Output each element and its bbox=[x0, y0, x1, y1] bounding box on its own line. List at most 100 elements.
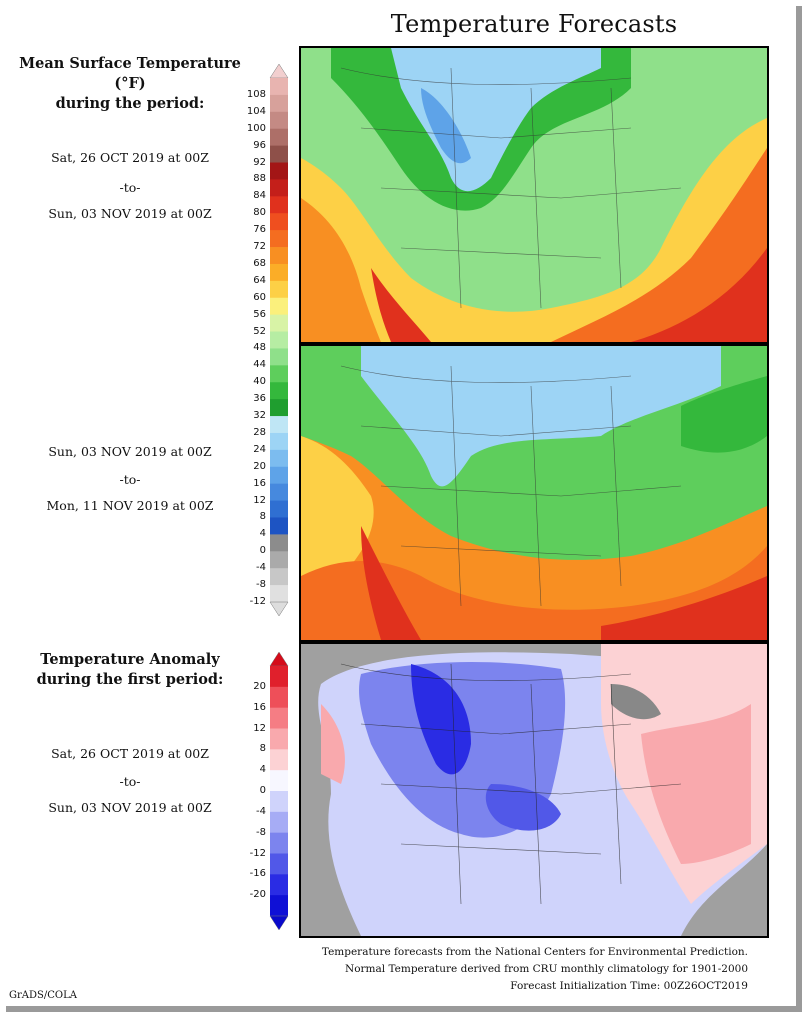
colorbar-tick-label: -12 bbox=[249, 847, 266, 859]
colorbar-swatch bbox=[270, 791, 288, 813]
colorbar-swatch bbox=[270, 145, 288, 163]
colorbar-swatch bbox=[270, 297, 288, 316]
colorbar-swatch bbox=[270, 811, 288, 834]
colorbar-tick-label: 8 bbox=[259, 743, 266, 755]
colorbar-swatch bbox=[270, 483, 288, 501]
colorbar-swatch bbox=[270, 162, 288, 180]
anomaly-heading-line2: during the first period: bbox=[36, 671, 224, 688]
colorbar-swatch bbox=[270, 365, 288, 383]
colorbar-tick-label: 16 bbox=[253, 701, 266, 713]
colorbar-swatch bbox=[270, 399, 288, 417]
colorbar-swatch bbox=[270, 432, 288, 451]
colorbar-swatch bbox=[270, 179, 288, 197]
anomaly-heading: Temperature Anomaly during the first per… bbox=[14, 650, 246, 690]
colorbar-swatch bbox=[270, 874, 288, 896]
colorbar-swatch bbox=[270, 585, 288, 603]
period2-start: Sun, 03 NOV 2019 at 00Z bbox=[48, 444, 212, 459]
colorbar-swatch bbox=[270, 534, 288, 552]
colorbar-top-arrow bbox=[269, 64, 289, 79]
colorbar-tick-label: 12 bbox=[253, 494, 266, 506]
period1-end: Sun, 03 NOV 2019 at 00Z bbox=[48, 206, 212, 221]
colorbar-swatch bbox=[270, 749, 288, 771]
colorbar-top-arrow bbox=[269, 652, 289, 667]
colorbar-tick-label: -4 bbox=[256, 805, 266, 817]
colorbar-swatch bbox=[270, 686, 288, 709]
colorbar-swatch bbox=[270, 666, 288, 688]
colorbar-tick-label: 76 bbox=[253, 224, 266, 236]
colorbar-tick-label: 8 bbox=[259, 511, 266, 523]
colorbar-swatch bbox=[270, 551, 288, 569]
anomaly-sep: -to- bbox=[119, 774, 141, 789]
colorbar-swatch bbox=[270, 213, 288, 231]
map-anomaly bbox=[299, 642, 769, 938]
colorbar-swatch bbox=[270, 449, 288, 468]
colorbar-bottom-arrow bbox=[269, 915, 289, 930]
colorbar-tick-label: 60 bbox=[253, 291, 266, 303]
colorbar-swatch bbox=[270, 500, 288, 518]
colorbar-swatch bbox=[270, 770, 288, 792]
colorbar-swatch bbox=[270, 707, 288, 729]
credit-label: GrADS/COLA bbox=[9, 990, 77, 1001]
colorbar-swatch bbox=[270, 348, 288, 366]
colorbar-tick-label: 100 bbox=[246, 122, 266, 134]
colorbar-bottom-arrow bbox=[269, 601, 289, 616]
colorbar-swatch bbox=[270, 94, 288, 113]
colorbar-swatch bbox=[270, 382, 288, 400]
colorbar-tick-label: 0 bbox=[259, 545, 266, 557]
colorbar-tick-label: 12 bbox=[253, 722, 266, 734]
footer-line2: Normal Temperature derived from CRU mont… bbox=[345, 963, 748, 975]
period1-start: Sat, 26 OCT 2019 at 00Z bbox=[51, 150, 209, 165]
colorbar-swatch bbox=[270, 331, 288, 349]
colorbar-tick-label: 96 bbox=[253, 139, 266, 151]
footer-line1: Temperature forecasts from the National … bbox=[321, 946, 748, 958]
page-title: Temperature Forecasts bbox=[390, 10, 678, 38]
colorbar-tick-label: 92 bbox=[253, 156, 266, 168]
colorbar-tick-label: 108 bbox=[246, 88, 266, 100]
colorbar-swatch bbox=[270, 517, 288, 535]
colorbar-swatch bbox=[270, 111, 288, 130]
colorbar-tick-label: 28 bbox=[253, 426, 266, 438]
colorbar-tick-label: 20 bbox=[253, 460, 266, 472]
footer-line3: Forecast Initialization Time: 00Z26OCT20… bbox=[510, 980, 748, 992]
colorbar-swatch bbox=[270, 280, 288, 299]
anomaly-colorbar: 20 16 12 8 4 0 -4 -8 -12 -16 -20 bbox=[240, 652, 300, 930]
colorbar-swatch bbox=[270, 853, 288, 875]
colorbar-tick-label: 4 bbox=[259, 764, 266, 776]
colorbar-tick-label: -8 bbox=[256, 579, 266, 591]
colorbar-swatch bbox=[270, 196, 288, 214]
colorbar-tick-label: 4 bbox=[259, 528, 266, 540]
colorbar-tick-label: 64 bbox=[253, 274, 266, 286]
colorbar-swatch bbox=[270, 263, 288, 282]
colorbar-swatch bbox=[270, 230, 288, 248]
colorbar-tick-label: 56 bbox=[253, 308, 266, 320]
colorbar-swatch bbox=[270, 895, 288, 917]
colorbar-tick-label: -8 bbox=[256, 826, 266, 838]
map-period2-mean-temp bbox=[299, 344, 769, 642]
colorbar-tick-label: 40 bbox=[253, 376, 266, 388]
colorbar-swatch bbox=[270, 416, 288, 434]
colorbar-tick-label: 32 bbox=[253, 410, 266, 422]
period1-sep: -to- bbox=[119, 180, 141, 195]
colorbar-tick-label: -4 bbox=[256, 562, 266, 574]
colorbar-swatch bbox=[270, 314, 288, 332]
colorbar-tick-label: -12 bbox=[249, 596, 266, 607]
colorbar-swatch bbox=[270, 247, 288, 265]
colorbar-tick-label: 0 bbox=[259, 785, 266, 796]
colorbar-tick-label: 44 bbox=[253, 359, 266, 371]
map-period1-mean-temp bbox=[299, 46, 769, 344]
footer-notes: Temperature forecasts from the National … bbox=[228, 944, 748, 995]
colorbar-swatch bbox=[270, 832, 288, 854]
colorbar-tick-label: 48 bbox=[253, 342, 266, 354]
mean-temp-colorbar: 108 104 100 96 92 88 84 80 76 72 68 64 60 56 52 48 44 40 3… bbox=[240, 64, 300, 616]
colorbar-swatch bbox=[270, 568, 288, 586]
colorbar-swatch bbox=[270, 466, 288, 485]
colorbar-swatch bbox=[270, 728, 288, 750]
anomaly-heading-line1: Temperature Anomaly bbox=[40, 651, 220, 668]
period2-end: Mon, 11 NOV 2019 at 00Z bbox=[46, 498, 214, 513]
mean-temp-heading: Mean Surface Temperature (°F) during the… bbox=[14, 54, 246, 114]
colorbar-tick-label: 80 bbox=[253, 207, 266, 219]
colorbar-tick-label: -20 bbox=[249, 889, 266, 901]
colorbar-tick-label: 16 bbox=[253, 477, 266, 489]
mean-temp-heading-line2: during the period: bbox=[55, 95, 205, 112]
colorbar-tick-label: 24 bbox=[253, 443, 266, 455]
